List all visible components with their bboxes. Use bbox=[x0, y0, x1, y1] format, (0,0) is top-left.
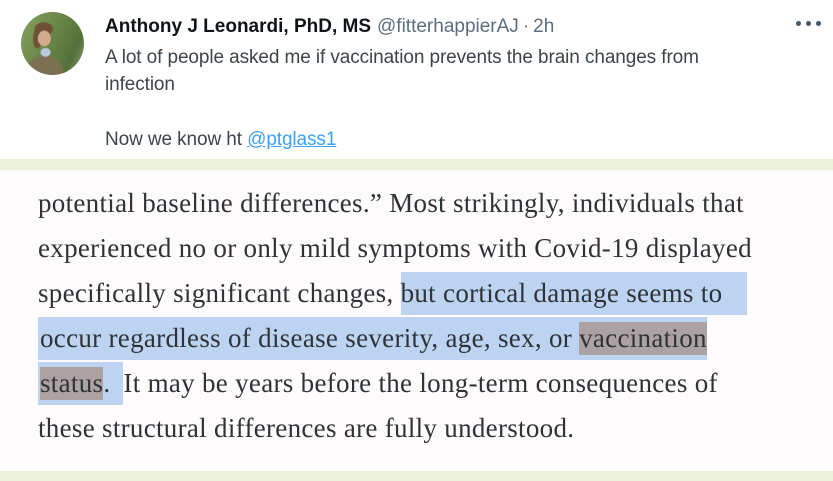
separator-dot: · bbox=[522, 16, 530, 37]
more-options-button[interactable] bbox=[794, 19, 823, 28]
quote-text-line: experienced no or only mild symptoms wit… bbox=[38, 226, 833, 271]
quoted-article-image[interactable]: potential baseline differences.” Most st… bbox=[0, 170, 833, 471]
ellipsis-dot-icon bbox=[796, 21, 801, 26]
mention-link[interactable]: @ptglass1 bbox=[247, 129, 337, 150]
quote-text-line: specifically significant changes, but co… bbox=[38, 271, 833, 316]
quote-text-line: potential baseline differences.” Most st… bbox=[38, 181, 833, 226]
ellipsis-dot-icon bbox=[806, 21, 811, 26]
tweet-body-second-paragraph: Now we know ht @ptglass1 bbox=[105, 126, 336, 153]
tweet-text: Now we know ht bbox=[105, 129, 248, 150]
avatar[interactable] bbox=[21, 12, 84, 75]
tweet-text-line: infection bbox=[105, 74, 175, 95]
quote-text: these structural differences are fully u… bbox=[38, 413, 575, 443]
quote-text-line: status. It may be years before the long-… bbox=[38, 361, 833, 406]
timestamp[interactable]: 2h bbox=[533, 16, 555, 37]
find-highlight: status bbox=[40, 367, 104, 400]
quote-text-line: these structural differences are fully u… bbox=[38, 406, 833, 451]
author-name[interactable]: Anthony J Leonardi, PhD, MS bbox=[105, 16, 372, 37]
selection-highlight: vaccination bbox=[579, 317, 707, 360]
tweet-body: A lot of people asked me if vaccination … bbox=[105, 44, 699, 98]
find-highlight: vaccination bbox=[579, 322, 707, 355]
quote-lines: potential baseline differences.” Most st… bbox=[0, 170, 833, 451]
quote-text: specifically significant changes, bbox=[38, 278, 401, 308]
ellipsis-dot-icon bbox=[816, 21, 821, 26]
quote-image-bottom-strip bbox=[0, 471, 833, 481]
quote-text: experienced no or only mild symptoms wit… bbox=[38, 233, 752, 263]
tweet-header: Anthony J Leonardi, PhD, MS @fitterhappie… bbox=[105, 13, 554, 40]
quote-image-top-strip bbox=[0, 159, 833, 170]
selection-highlight: status bbox=[38, 362, 104, 405]
quote-text: potential baseline differences.” Most st… bbox=[38, 188, 744, 218]
selection-highlight: but cortical damage seems to bbox=[400, 272, 748, 315]
quote-text: It may be years before the long-term con… bbox=[123, 368, 718, 398]
quote-text-line: occur regardless of disease severity, ag… bbox=[38, 316, 833, 361]
author-handle[interactable]: @fitterhappierAJ bbox=[377, 16, 519, 37]
tweet-text-line: A lot of people asked me if vaccination … bbox=[105, 47, 699, 68]
selection-highlight: occur regardless of disease severity, ag… bbox=[38, 317, 580, 360]
selection-highlight: . bbox=[103, 362, 124, 405]
